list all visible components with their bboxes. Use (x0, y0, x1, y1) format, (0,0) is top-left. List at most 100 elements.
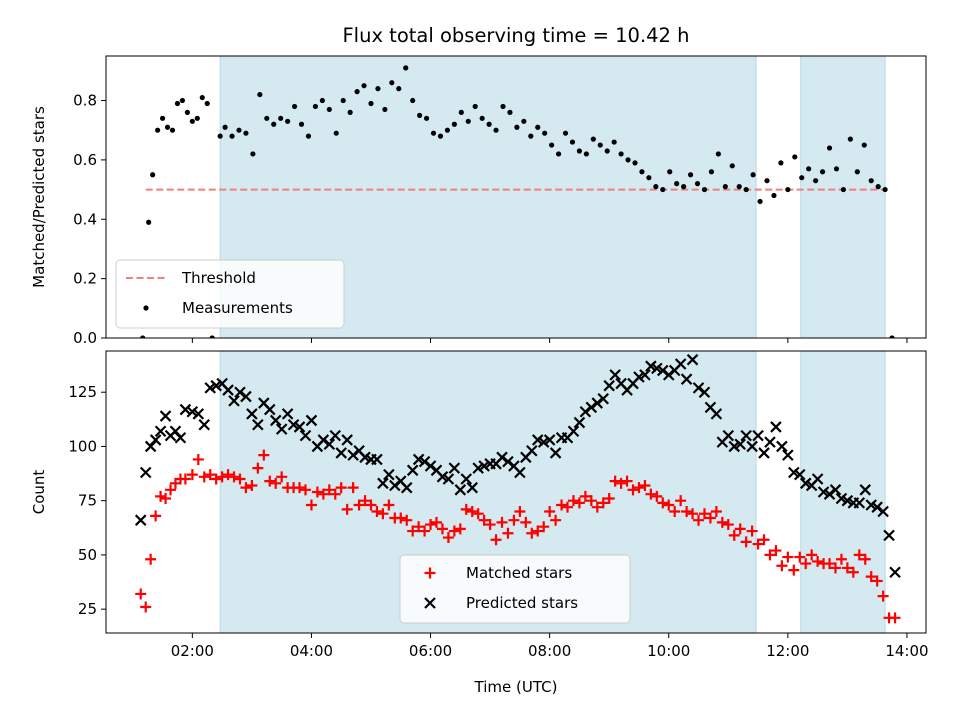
bottom-series-predicted-stars-point (448, 462, 461, 474)
bottom-series-predicted-stars-point (698, 386, 711, 398)
top-series-measurements-point (403, 65, 409, 71)
top-y-tick-label: 0.2 (73, 270, 97, 288)
top-series-measurements-point (882, 186, 888, 193)
bottom-series-predicted-stars-point (460, 473, 473, 485)
bottom-series-predicted-stars-point (603, 379, 615, 392)
top-series-measurements-point (708, 169, 715, 175)
top-series-measurements-point (632, 160, 638, 166)
top-series-measurements-point (271, 121, 277, 127)
bottom-series-predicted-stars-point (793, 468, 806, 481)
bottom-series-matched-stars-point (204, 469, 216, 481)
top-series-measurements-point (140, 335, 146, 338)
top-y-tick-label: 0.0 (73, 329, 97, 347)
top-series-measurements-point (833, 166, 840, 172)
bottom-series-predicted-stars-point (883, 529, 895, 542)
top-series-measurements-point (146, 219, 152, 225)
bottom-x-tick-label: 12:00 (766, 642, 809, 660)
bottom-series-matched-stars-point (317, 488, 329, 500)
top-y-axis-label: Matched/Predicted stars (30, 106, 48, 288)
bottom-series-matched-stars-point (710, 506, 722, 518)
bottom-series-matched-stars-point (704, 512, 716, 524)
bottom-series-matched-stars-point (859, 553, 871, 565)
bottom-series-predicted-stars-point (383, 468, 395, 481)
top-series-measurements-point (150, 172, 156, 178)
bottom-series-matched-stars-point (472, 508, 484, 520)
bottom-series-predicted-stars-point (159, 410, 172, 422)
top-series-measurements-point (694, 181, 701, 187)
figure-title: Flux total observing time = 10.42 h (342, 24, 689, 47)
top-series-measurements-point (264, 115, 270, 121)
top-series-measurements-point (611, 139, 617, 145)
bottom-series-predicted-stars-point (526, 445, 538, 457)
bottom-series-predicted-stars-point (502, 455, 514, 468)
bottom-series-matched-stars-point (179, 473, 191, 485)
bottom-series-matched-stars-point (556, 499, 568, 511)
bottom-series-predicted-stars-point (871, 501, 883, 513)
top-series-measurements-point (854, 169, 860, 175)
top-series-measurements-point (889, 335, 895, 338)
top-series-measurements-point (155, 127, 161, 133)
bottom-series-matched-stars-point (752, 538, 764, 550)
top-series-measurements-point (792, 154, 798, 160)
bottom-y-tick-label: 50 (78, 546, 97, 564)
bottom-series-matched-stars-point (877, 590, 889, 602)
bottom-series-matched-stars-point (621, 475, 633, 487)
bottom-series-matched-stars-point (579, 490, 591, 502)
bottom-series-matched-stars-point (693, 514, 705, 526)
top-series-measurements-point (298, 121, 305, 127)
top-series-measurements-point (184, 109, 190, 115)
bottom-data (134, 353, 901, 624)
top-series-measurements-point (674, 181, 680, 187)
bottom-series-predicted-stars-point (323, 438, 336, 451)
top-series-measurements-point (701, 186, 708, 193)
bottom-series-predicted-stars-point (889, 566, 901, 579)
bottom-series-matched-stars-point (341, 503, 353, 515)
bottom-series-predicted-stars-point (134, 514, 147, 526)
bottom-series-matched-stars-point (585, 495, 597, 507)
top-series-measurements-point (576, 148, 583, 154)
top-series-measurements-point (743, 186, 749, 193)
bottom-series-predicted-stars-point (305, 414, 318, 427)
top-series-measurements-point (826, 145, 833, 151)
x-axis-label: Time (UTC) (474, 678, 558, 696)
top-series-measurements-point (204, 100, 210, 107)
bottom-series-predicted-stars-point (281, 408, 294, 420)
top-series-measurements-point (653, 184, 659, 190)
bottom-series-matched-stars-point (847, 566, 859, 578)
bottom-series-predicted-stars-point (680, 373, 693, 385)
top-series-measurements-point (382, 106, 388, 113)
bottom-series-predicted-stars-point (859, 484, 872, 496)
bottom-series-predicted-stars-point (299, 429, 312, 442)
bottom-series-matched-stars-point (484, 519, 496, 531)
bottom-series-predicted-stars-point (335, 447, 347, 459)
top-series-measurements-point (159, 115, 166, 121)
bottom-series-predicted-stars-point (234, 386, 246, 398)
top-series-measurements-point (217, 133, 223, 139)
bottom-series-predicted-stars-point (371, 453, 383, 466)
top-series-measurements-point (868, 178, 874, 184)
bottom-series-matched-stars-point (550, 514, 562, 526)
bottom-series-predicted-stars-point (424, 460, 437, 472)
top-series-measurements-point (618, 151, 624, 157)
bottom-series-matched-stars-point (270, 477, 282, 489)
bottom-series-matched-stars-point (294, 482, 306, 494)
bottom-series-matched-stars-point (639, 479, 651, 491)
bottom-y-tick-label: 125 (68, 383, 97, 401)
bottom-series-predicted-stars-point (662, 369, 675, 381)
bottom-x-tick-label: 14:00 (885, 642, 928, 660)
bottom-series-predicted-stars-point (686, 353, 699, 366)
top-legend-label: Threshold (181, 269, 256, 287)
bottom-series-matched-stars-point (155, 490, 167, 502)
bottom-series-matched-stars-point (597, 497, 609, 509)
top-y-tick-label: 0.4 (73, 210, 97, 228)
bottom-legend-label: Matched stars (466, 564, 572, 582)
bottom-series-matched-stars-point (740, 536, 752, 548)
top-series-measurements-point (667, 169, 673, 175)
top-series-measurements-point (757, 198, 763, 205)
bottom-series-matched-stars-point (633, 482, 645, 494)
top-series-measurements-point (479, 115, 485, 121)
bottom-series-matched-stars-point (716, 516, 728, 528)
bottom-series-matched-stars-point (675, 495, 687, 507)
bottom-series-matched-stars-point (454, 523, 466, 535)
